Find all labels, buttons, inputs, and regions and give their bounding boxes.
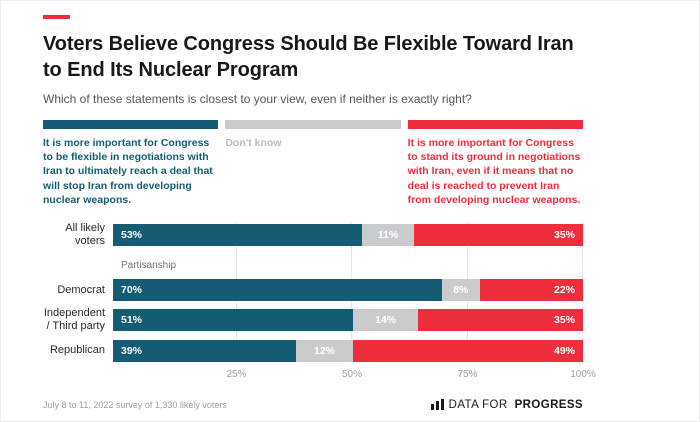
segment-value-label: 22% <box>553 284 575 297</box>
segment-value-label: 51% <box>121 314 143 327</box>
segment-value-label: 39% <box>121 344 143 357</box>
title-line-2: to End Its Nuclear Program <box>43 59 299 81</box>
axis-tick-label: 75% <box>457 368 478 380</box>
legend-item: Don't know <box>225 120 401 207</box>
brand-progress: PROGRESS <box>514 398 583 411</box>
bar-chart-icon <box>430 399 444 411</box>
bar-segment: 8% <box>442 279 480 302</box>
segment-value-label: 12% <box>313 344 335 357</box>
legend-color-bar <box>43 120 219 129</box>
brand-data-for: DATA FOR <box>448 398 508 411</box>
source-note: July 8 to 11, 2022 survey of 1,330 likel… <box>43 399 227 410</box>
x-axis: 25% 50% 75% 100% <box>121 368 595 382</box>
legend-color-bar <box>407 120 583 129</box>
bar-track: 53% 11% 35% <box>113 224 583 247</box>
segment-value-label: 53% <box>121 229 143 242</box>
bar-segment: 70% <box>113 279 442 302</box>
category-label: Democrat <box>57 283 105 296</box>
bar-segment: 53% <box>113 224 363 247</box>
footer: July 8 to 11, 2022 survey of 1,330 likel… <box>43 399 583 411</box>
bar-track: 39% 12% 49% <box>113 339 583 362</box>
page-title: Voters Believe Congress Should Be Flexib… <box>43 31 583 83</box>
group-label: Partisanship <box>121 260 177 272</box>
content: Voters Believe Congress Should Be Flexib… <box>43 15 596 411</box>
plot-area: All likely voters 53% 11% 35% Partisanship De… <box>43 221 583 362</box>
axis-tick-label: 100% <box>570 368 596 380</box>
bar-segment: 14% <box>352 309 419 332</box>
segment-value-label: 49% <box>553 344 575 357</box>
legend-label: It is more important for Congress to sta… <box>407 137 581 206</box>
bar-segment: 51% <box>113 309 353 332</box>
segment-value-label: 14% <box>375 314 397 327</box>
segment-value-label: 11% <box>377 229 399 242</box>
bar-row: Republican 39% 12% 49% <box>43 339 583 362</box>
chart: All likely voters 53% 11% 35% Partisanship De… <box>43 221 596 382</box>
legend: It is more important for Congress to be … <box>43 120 583 207</box>
survey-question: Which of these statements is closest to … <box>43 92 472 106</box>
legend-label: It is more important for Congress to be … <box>43 137 213 206</box>
category-label: Independent / Third party <box>43 307 105 333</box>
bar-track: 70% 8% 22% <box>113 279 583 302</box>
legend-item: It is more important for Congress to sta… <box>407 120 583 207</box>
title-line-1: Voters Believe Congress Should Be Flexib… <box>43 33 574 55</box>
bar-segment: 12% <box>296 339 353 362</box>
legend-item: It is more important for Congress to be … <box>43 120 219 207</box>
category-label: All likely voters <box>65 221 105 248</box>
bar-segment: 22% <box>479 279 583 302</box>
segment-value-label: 35% <box>553 314 575 327</box>
legend-label: Don't know <box>225 137 282 149</box>
bar-segment: 49% <box>352 339 583 362</box>
legend-color-bar <box>225 120 401 129</box>
axis-tick-label: 50% <box>341 368 363 380</box>
bar-segment: 35% <box>418 309 583 332</box>
segment-value-label: 35% <box>553 229 575 242</box>
bar-row: All likely voters 53% 11% 35% <box>43 222 583 248</box>
segment-value-label: 8% <box>453 284 469 297</box>
bar-row: Independent / Third party 51% 14% 35% <box>43 307 583 333</box>
dfp-logo: DATA FOR PROGRESS <box>430 398 583 411</box>
segment-value-label: 70% <box>121 284 143 297</box>
bar-track: 51% 14% 35% <box>113 309 583 332</box>
bar-segment: 11% <box>362 224 414 247</box>
category-label: Republican <box>49 344 105 357</box>
accent-bar <box>43 15 70 19</box>
bar-segment: 39% <box>113 339 297 362</box>
bar-row: Democrat 70% 8% 22% <box>43 279 583 302</box>
axis-tick-label: 25% <box>226 368 247 380</box>
bar-segment: 35% <box>413 224 583 247</box>
chart-rows: All likely voters 53% 11% 35% Partisanship De… <box>43 222 583 362</box>
